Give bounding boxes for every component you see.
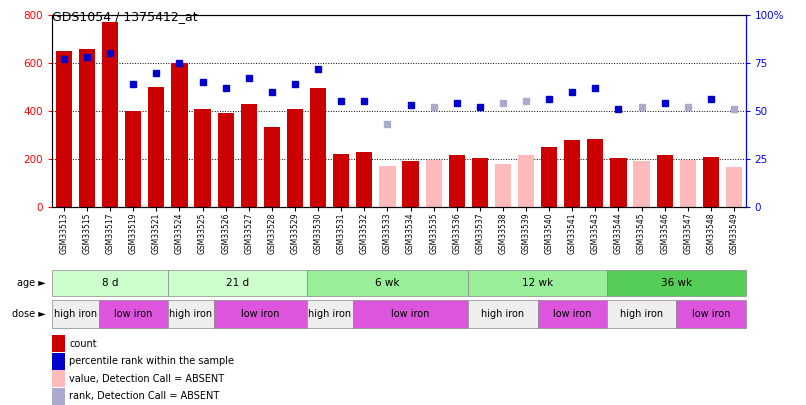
Text: high iron: high iron <box>481 309 525 319</box>
Bar <box>52 370 64 387</box>
Text: high iron: high iron <box>169 309 213 319</box>
Bar <box>380 166 396 207</box>
Bar <box>168 300 214 328</box>
Bar <box>402 162 418 207</box>
Bar <box>426 160 442 207</box>
Text: low iron: low iron <box>114 309 152 319</box>
Bar <box>607 300 676 328</box>
Text: rank, Detection Call = ABSENT: rank, Detection Call = ABSENT <box>69 391 219 401</box>
Bar <box>588 139 604 207</box>
Text: 12 wk: 12 wk <box>522 278 553 288</box>
Bar <box>564 140 580 207</box>
Text: high iron: high iron <box>308 309 351 319</box>
Bar <box>98 300 168 328</box>
Bar <box>306 300 353 328</box>
Text: age ►: age ► <box>17 278 45 288</box>
Text: low iron: low iron <box>692 309 730 319</box>
Bar <box>148 87 164 207</box>
Bar <box>679 160 696 207</box>
Text: high iron: high iron <box>620 309 663 319</box>
Bar <box>241 104 257 207</box>
Bar <box>218 113 234 207</box>
Bar <box>468 300 538 328</box>
Bar <box>333 154 349 207</box>
Bar <box>607 270 746 296</box>
Text: low iron: low iron <box>392 309 430 319</box>
Text: 8 d: 8 d <box>102 278 118 288</box>
Bar <box>726 167 742 207</box>
Text: count: count <box>69 339 97 349</box>
Bar <box>306 270 468 296</box>
Bar <box>52 270 168 296</box>
Text: dose ►: dose ► <box>12 309 45 319</box>
Bar <box>356 152 372 207</box>
Bar <box>703 157 719 207</box>
Text: 36 wk: 36 wk <box>661 278 692 288</box>
Bar <box>353 300 468 328</box>
Bar <box>264 127 280 207</box>
Bar <box>541 147 557 207</box>
Bar <box>676 300 746 328</box>
Bar <box>52 335 64 352</box>
Text: low iron: low iron <box>553 309 592 319</box>
Bar <box>194 109 210 207</box>
Bar <box>52 388 64 405</box>
Text: high iron: high iron <box>54 309 97 319</box>
Bar <box>102 22 118 207</box>
Text: percentile rank within the sample: percentile rank within the sample <box>69 356 234 366</box>
Text: 21 d: 21 d <box>226 278 249 288</box>
Bar <box>610 158 626 207</box>
Bar <box>310 88 326 207</box>
Bar <box>168 270 306 296</box>
Bar <box>125 111 141 207</box>
Text: 6 wk: 6 wk <box>375 278 400 288</box>
Bar <box>472 158 488 207</box>
Bar <box>56 51 72 207</box>
Bar <box>52 353 64 370</box>
Bar <box>538 300 607 328</box>
Text: value, Detection Call = ABSENT: value, Detection Call = ABSENT <box>69 374 224 384</box>
Bar <box>634 162 650 207</box>
Bar <box>495 164 511 207</box>
Bar <box>468 270 607 296</box>
Bar <box>518 156 534 207</box>
Text: GDS1054 / 1375412_at: GDS1054 / 1375412_at <box>52 10 198 23</box>
Bar <box>214 300 306 328</box>
Bar <box>287 109 303 207</box>
Bar <box>657 156 673 207</box>
Text: low iron: low iron <box>241 309 280 319</box>
Bar <box>172 63 188 207</box>
Bar <box>52 300 98 328</box>
Bar <box>449 156 465 207</box>
Bar <box>79 49 95 207</box>
